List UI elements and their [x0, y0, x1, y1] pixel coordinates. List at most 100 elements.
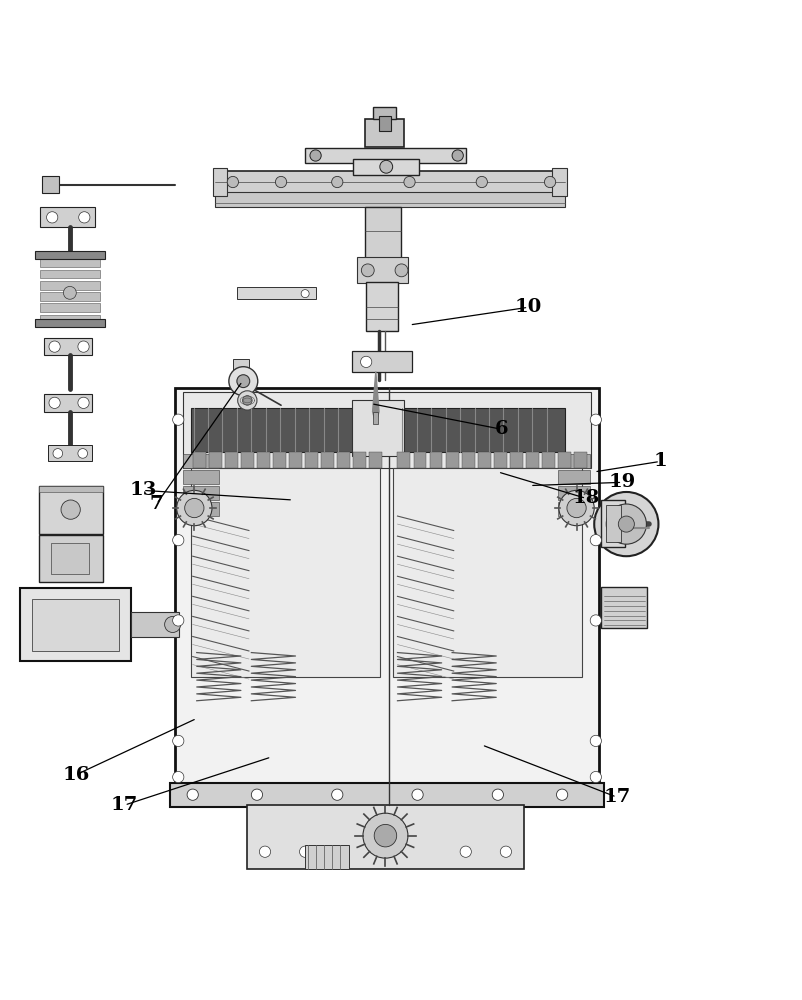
Bar [257, 452, 269, 468]
Bar [413, 452, 426, 468]
Circle shape [187, 789, 198, 800]
Bar [573, 452, 586, 468]
Bar [337, 452, 350, 468]
Circle shape [259, 846, 270, 857]
Text: 16: 16 [63, 766, 90, 784]
Bar [373, 107, 395, 119]
Circle shape [237, 375, 249, 388]
Bar [429, 452, 442, 468]
Circle shape [63, 286, 76, 299]
Circle shape [251, 789, 262, 800]
Bar [600, 587, 646, 628]
Circle shape [229, 367, 257, 396]
Bar [241, 452, 253, 468]
Bar [557, 502, 589, 516]
Circle shape [78, 449, 87, 458]
Bar [397, 452, 410, 468]
Circle shape [49, 341, 60, 352]
Bar [557, 470, 589, 484]
Circle shape [374, 824, 396, 847]
Bar [42, 176, 59, 193]
Bar [183, 392, 590, 468]
Bar [493, 452, 506, 468]
Bar [170, 783, 603, 807]
Text: 18: 18 [572, 489, 599, 507]
Circle shape [589, 771, 601, 783]
Circle shape [411, 789, 423, 800]
Bar [477, 452, 490, 468]
Circle shape [460, 846, 471, 857]
Bar [353, 159, 419, 175]
Bar [215, 192, 564, 207]
Circle shape [566, 498, 585, 518]
Bar [183, 470, 219, 484]
Bar [191, 408, 355, 452]
Circle shape [237, 391, 257, 410]
Circle shape [589, 735, 601, 747]
Bar [525, 452, 538, 468]
Bar [557, 454, 589, 468]
Circle shape [172, 615, 184, 626]
Bar [461, 452, 474, 468]
Circle shape [227, 176, 238, 188]
Circle shape [606, 504, 646, 544]
Circle shape [78, 397, 89, 408]
Circle shape [184, 498, 204, 518]
Bar [365, 119, 403, 147]
Circle shape [49, 397, 60, 408]
Bar [557, 452, 570, 468]
Bar [38, 486, 103, 534]
Circle shape [395, 264, 407, 277]
Bar [40, 258, 100, 267]
Bar [40, 207, 95, 227]
Circle shape [558, 490, 593, 526]
Circle shape [164, 616, 180, 632]
Circle shape [500, 846, 511, 857]
Bar [552, 168, 566, 196]
Bar [40, 315, 100, 323]
Circle shape [544, 176, 555, 188]
Circle shape [476, 176, 487, 188]
Bar [40, 292, 100, 301]
Bar [237, 287, 315, 299]
Text: 7: 7 [150, 495, 163, 513]
Circle shape [452, 150, 463, 161]
Bar [44, 394, 92, 412]
Circle shape [78, 341, 89, 352]
Bar [34, 319, 105, 327]
Bar [509, 452, 522, 468]
Polygon shape [372, 372, 379, 424]
Bar [225, 452, 237, 468]
Bar [192, 452, 205, 468]
Bar [233, 359, 249, 388]
Bar [34, 251, 105, 259]
Text: 17: 17 [111, 796, 138, 814]
Circle shape [61, 500, 80, 519]
Bar [40, 270, 100, 278]
Bar [44, 338, 92, 355]
Circle shape [331, 176, 342, 188]
Circle shape [172, 535, 184, 546]
Bar [215, 171, 564, 193]
Circle shape [618, 516, 634, 532]
Bar [20, 588, 131, 661]
Circle shape [589, 414, 601, 425]
Bar [183, 454, 219, 468]
Circle shape [379, 160, 392, 173]
Bar [247, 805, 524, 869]
Bar [366, 282, 398, 331]
Circle shape [331, 789, 342, 800]
Bar [445, 452, 458, 468]
Circle shape [310, 150, 321, 161]
Circle shape [361, 264, 374, 277]
Text: 17: 17 [602, 788, 630, 806]
Circle shape [403, 176, 415, 188]
Circle shape [589, 535, 601, 546]
Bar [213, 168, 227, 196]
Circle shape [593, 492, 658, 556]
Circle shape [556, 789, 567, 800]
Circle shape [172, 735, 184, 747]
Bar [175, 388, 598, 805]
Text: 1: 1 [652, 452, 666, 470]
Bar [399, 408, 564, 452]
